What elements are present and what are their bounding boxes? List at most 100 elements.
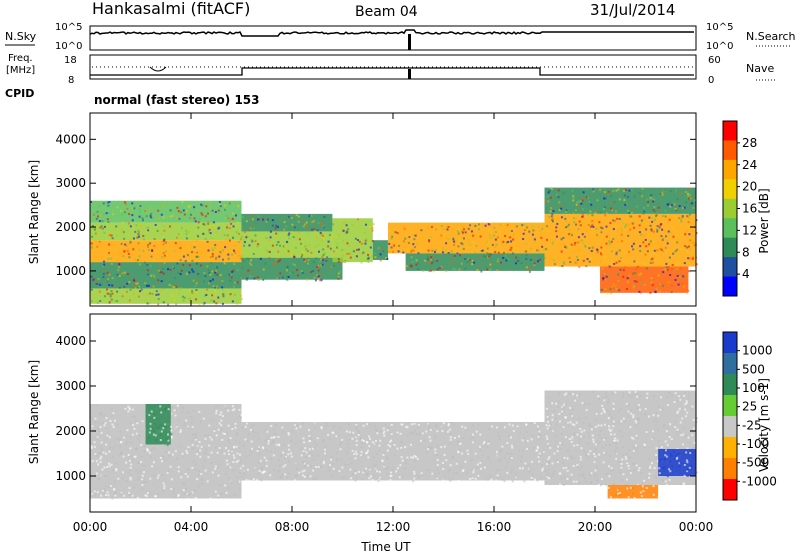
data-speckle [142, 240, 145, 243]
data-speckle [199, 449, 202, 452]
data-speckle [330, 458, 333, 461]
data-speckle [149, 214, 152, 217]
data-speckle [661, 215, 664, 218]
data-speckle [90, 446, 93, 449]
data-speckle [189, 298, 192, 301]
freq-gap-marker [408, 69, 411, 79]
data-speckle [671, 465, 674, 468]
data-speckle [244, 425, 247, 428]
data-speckle [177, 426, 180, 429]
data-speckle [449, 479, 452, 482]
data-speckle [578, 481, 581, 484]
data-speckle [328, 234, 331, 237]
data-speckle [598, 434, 601, 437]
data-speckle [152, 273, 155, 276]
data-speckle [541, 227, 544, 230]
data-speckle [622, 446, 625, 449]
data-speckle [159, 271, 162, 274]
data-speckle [247, 269, 250, 272]
data-speckle [316, 274, 319, 277]
data-speckle [108, 284, 111, 287]
data-speckle [666, 214, 669, 217]
data-speckle [217, 209, 220, 212]
data-speckle [556, 450, 559, 453]
data-speckle [673, 401, 676, 404]
data-speckle [374, 442, 377, 445]
data-speckle [177, 466, 180, 469]
data-speckle [612, 469, 615, 472]
data-speckle [307, 258, 310, 261]
data-speckle [362, 440, 365, 443]
data-speckle [675, 457, 678, 460]
data-speckle [191, 439, 194, 442]
data-speckle [146, 302, 149, 305]
data-speckle [652, 493, 655, 496]
time-tick-labels: 00:00 04:00 08:00 12:00 16:00 20:00 00:00 [73, 520, 714, 534]
data-speckle [601, 267, 604, 270]
data-band [241, 213, 333, 232]
data-speckle [337, 260, 340, 263]
data-speckle [412, 480, 415, 483]
data-speckle [352, 473, 355, 476]
data-speckle [609, 288, 612, 291]
data-speckle [685, 415, 688, 418]
data-speckle [211, 294, 214, 297]
data-speckle [101, 474, 104, 477]
data-speckle [537, 251, 540, 254]
data-speckle [346, 464, 349, 467]
data-speckle [443, 445, 446, 448]
data-speckle [410, 423, 413, 426]
data-speckle [179, 259, 182, 262]
data-speckle [213, 430, 216, 433]
data-speckle [169, 215, 172, 218]
data-speckle [422, 269, 425, 272]
data-speckle [558, 265, 561, 268]
data-speckle [396, 232, 399, 235]
data-speckle [146, 447, 149, 450]
data-speckle [402, 251, 405, 254]
data-speckle [425, 430, 428, 433]
data-speckle [482, 255, 485, 258]
data-speckle [643, 283, 646, 286]
data-speckle [295, 468, 298, 471]
data-speckle [266, 430, 269, 433]
data-speckle [683, 262, 686, 265]
data-speckle [457, 451, 460, 454]
data-speckle [553, 409, 556, 412]
data-speckle [101, 449, 104, 452]
data-speckle [589, 257, 592, 260]
data-speckle [110, 262, 113, 265]
data-speckle [363, 232, 366, 235]
data-speckle [486, 252, 489, 255]
data-speckle [96, 210, 99, 213]
data-speckle [134, 448, 137, 451]
data-speckle [660, 446, 663, 449]
data-speckle [220, 411, 223, 414]
data-speckle [157, 474, 160, 477]
data-speckle [374, 256, 377, 259]
data-speckle [241, 426, 244, 429]
data-speckle [617, 492, 620, 495]
data-speckle [398, 244, 401, 247]
data-speckle [191, 268, 194, 271]
data-speckle [234, 422, 237, 425]
data-speckle [297, 220, 300, 223]
data-speckle [193, 251, 196, 254]
data-speckle [681, 282, 684, 285]
data-speckle [294, 479, 297, 482]
data-speckle [106, 278, 109, 281]
data-speckle [144, 282, 147, 285]
data-speckle [663, 268, 666, 271]
data-speckle [248, 479, 251, 482]
data-speckle [312, 454, 315, 457]
data-speckle [608, 410, 611, 413]
data-speckle [672, 252, 675, 255]
data-speckle [284, 464, 287, 467]
data-speckle [217, 296, 220, 299]
data-speckle [143, 450, 146, 453]
data-speckle [233, 494, 236, 497]
data-speckle [374, 252, 377, 255]
data-speckle [305, 248, 308, 251]
data-speckle [429, 439, 432, 442]
data-speckle [615, 447, 618, 450]
